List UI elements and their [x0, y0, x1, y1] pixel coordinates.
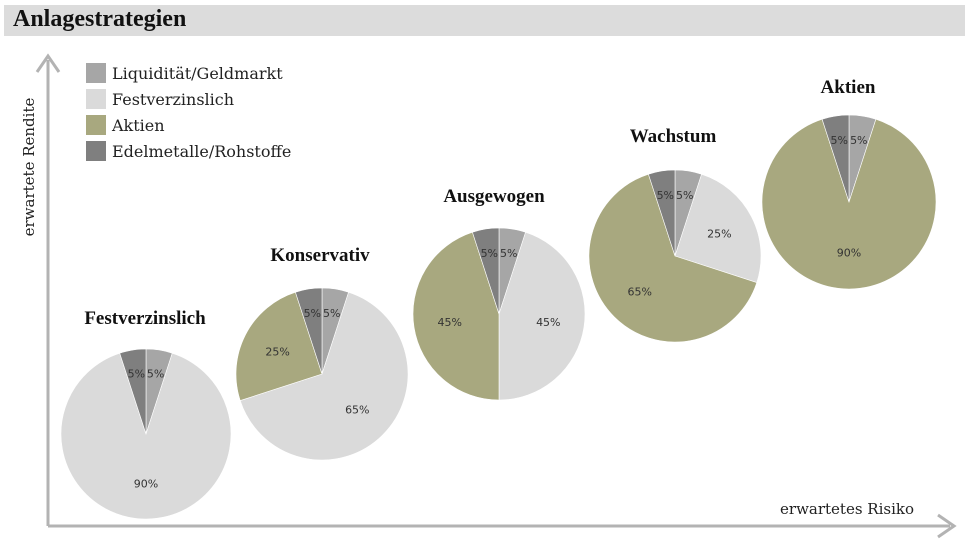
pie-data-label: 5% — [500, 247, 517, 260]
pie-slice — [239, 291, 409, 461]
legend: Liquidität/Geldmarkt Festverzinslich Aktie… — [86, 63, 291, 161]
pie-slice — [295, 287, 323, 375]
pie-title: Wachstum — [630, 126, 717, 147]
pie-5: 5% 90% 5% Aktien — [761, 77, 937, 290]
pie-data-label: 25% — [707, 227, 731, 240]
pie-data-label: 45% — [536, 316, 560, 329]
pie-slice — [588, 173, 758, 343]
pie-slice — [60, 352, 232, 520]
pie-data-label: 65% — [627, 285, 651, 298]
axes: erwartetes Risiko erwartete Rendite — [20, 53, 957, 539]
pie-data-label: 5% — [304, 307, 321, 320]
pie-title: Aktien — [821, 77, 876, 98]
pies: 5% 90% 5% Festverzinslich 5% 65% 25% 5% Konserva… — [60, 77, 937, 520]
pie-1: 5% 90% 5% Festverzinslich — [60, 308, 232, 520]
legend-label: Edelmetalle/Rohstoffe — [112, 142, 291, 161]
pie-data-label: 90% — [837, 247, 861, 260]
pie-data-label: 90% — [134, 477, 158, 490]
pie-slice — [498, 231, 586, 401]
title-bar: Anlagestrategien — [4, 5, 965, 36]
pie-data-label: 5% — [147, 368, 164, 381]
x-axis-arrow — [937, 513, 957, 539]
pie-data-label: 5% — [850, 134, 867, 147]
y-axis-label: erwartete Rendite — [20, 98, 38, 237]
pie-3: 5% 45% 45% 5% Ausgewogen — [412, 186, 586, 401]
pie-slice — [119, 348, 147, 435]
page-title: Anlagestrategien — [13, 6, 187, 32]
y-axis-arrow — [35, 53, 61, 73]
pie-slice — [674, 173, 762, 283]
pie-title: Ausgewogen — [443, 186, 545, 207]
pie-data-label: 5% — [323, 307, 340, 320]
pie-data-label: 25% — [265, 345, 289, 358]
legend-label: Festverzinslich — [112, 90, 234, 109]
pie-data-label: 5% — [830, 134, 847, 147]
legend-swatch — [86, 89, 106, 109]
pie-title: Konservativ — [270, 245, 370, 266]
legend-swatch — [86, 115, 106, 135]
legend-swatch — [86, 141, 106, 161]
legend-label: Liquidität/Geldmarkt — [112, 64, 283, 83]
pie-data-label: 5% — [128, 368, 145, 381]
pie-slice — [235, 291, 323, 401]
pie-slice — [472, 227, 500, 315]
pie-data-label: 45% — [437, 316, 461, 329]
pie-2: 5% 65% 25% 5% Konservativ — [235, 245, 409, 461]
pie-slice — [761, 118, 937, 290]
pie-slice — [412, 231, 500, 401]
pie-data-label: 65% — [345, 403, 369, 416]
legend-swatch — [86, 63, 106, 83]
pie-slice — [648, 169, 676, 257]
pie-data-label: 5% — [676, 189, 693, 202]
pie-4: 5% 25% 65% 5% Wachstum — [588, 126, 762, 343]
legend-label: Aktien — [111, 116, 165, 135]
pie-data-label: 5% — [481, 247, 498, 260]
x-axis-label: erwartetes Risiko — [780, 500, 914, 518]
pie-data-label: 5% — [657, 189, 674, 202]
pie-slice — [821, 114, 850, 203]
pie-title: Festverzinslich — [84, 308, 206, 329]
